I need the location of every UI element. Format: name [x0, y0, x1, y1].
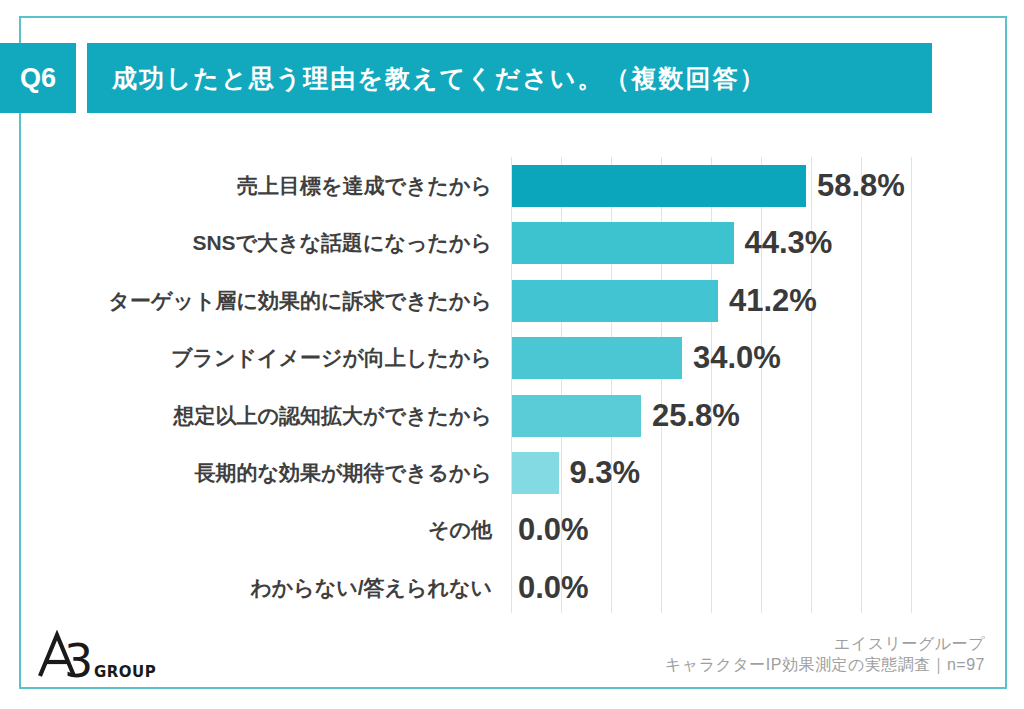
a3group-logo: 3 GROUP: [36, 630, 171, 684]
bar: [512, 395, 641, 437]
value-label: 0.0%: [518, 509, 589, 551]
category-label: ブランドイメージが向上したから: [100, 337, 492, 379]
bar: [512, 337, 682, 379]
svg-text:3: 3: [64, 634, 93, 680]
footer-source-line2: キャラクターIP効果測定の実態調査｜n=97: [665, 654, 985, 675]
footer-source: エイスリーグループ キャラクターIP効果測定の実態調査｜n=97: [665, 633, 985, 675]
category-label: SNSで大きな話題になったから: [100, 222, 492, 264]
svg-text:GROUP: GROUP: [94, 663, 156, 680]
value-label: 0.0%: [518, 567, 589, 609]
question-title-bar: 成功したと思う理由を教えてください。（複数回答）: [87, 43, 932, 113]
bar: [512, 452, 559, 494]
category-label: わからない/答えられない: [100, 567, 492, 609]
value-label: 9.3%: [570, 452, 641, 494]
question-number-box: Q6: [0, 43, 76, 113]
value-label: 25.8%: [652, 395, 740, 437]
bar: [512, 222, 734, 264]
question-title: 成功したと思う理由を教えてください。（複数回答）: [87, 62, 766, 95]
gridline: [911, 157, 912, 613]
value-label: 58.8%: [817, 165, 905, 207]
footer-source-line1: エイスリーグループ: [665, 633, 985, 654]
category-label: 想定以上の認知拡大ができたから: [100, 395, 492, 437]
bar: [512, 280, 718, 322]
category-label: その他: [100, 509, 492, 551]
category-label: ターゲット層に効果的に訴求できたから: [100, 280, 492, 322]
value-label: 34.0%: [693, 337, 781, 379]
a3group-logo-icon: 3 GROUP: [36, 630, 171, 680]
value-label: 44.3%: [745, 222, 833, 264]
slide-page: Q6 成功したと思う理由を教えてください。（複数回答） 売上目標を達成できたから…: [0, 0, 1024, 709]
category-label: 長期的な効果が期待できるから: [100, 452, 492, 494]
gridline: [861, 157, 862, 613]
question-number: Q6: [20, 63, 56, 94]
bar: [512, 165, 806, 207]
value-label: 41.2%: [729, 280, 817, 322]
category-label: 売上目標を達成できたから: [100, 165, 492, 207]
